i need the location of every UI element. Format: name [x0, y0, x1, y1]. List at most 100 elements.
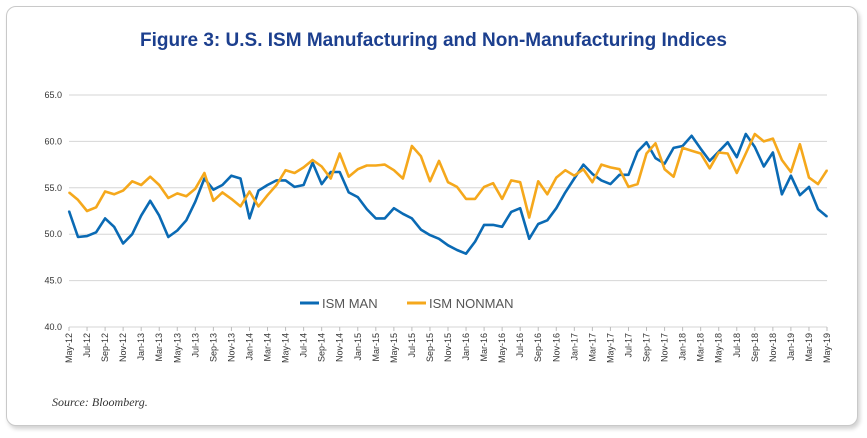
data-point	[546, 219, 549, 222]
data-point	[384, 163, 386, 166]
data-point	[293, 186, 296, 188]
data-point	[600, 163, 603, 166]
data-point	[131, 233, 133, 235]
data-point	[338, 171, 341, 173]
data-point	[726, 141, 729, 144]
x-tick-label: Sep-13	[208, 333, 218, 362]
data-point	[411, 145, 413, 147]
data-point	[537, 223, 540, 225]
data-point	[772, 137, 774, 140]
data-point	[528, 238, 531, 240]
data-point	[311, 159, 314, 161]
data-point	[239, 205, 242, 208]
data-point	[86, 210, 88, 212]
y-tick-label: 55.0	[44, 183, 62, 193]
data-point	[717, 151, 720, 154]
data-point	[438, 160, 440, 162]
data-point	[663, 168, 666, 171]
data-point	[735, 172, 738, 174]
data-point	[808, 186, 810, 188]
data-point	[104, 217, 106, 220]
data-point	[68, 191, 70, 194]
data-point	[393, 169, 395, 171]
data-point	[618, 174, 621, 176]
data-point	[609, 183, 612, 185]
data-point	[582, 168, 585, 171]
data-point	[799, 194, 801, 197]
data-point	[528, 216, 531, 219]
data-point	[681, 145, 684, 147]
data-point	[799, 143, 801, 145]
data-point	[817, 208, 819, 210]
data-point	[781, 193, 783, 196]
data-point	[763, 165, 765, 168]
x-tick-label: May-12	[64, 333, 74, 363]
data-point	[77, 236, 79, 238]
x-tick-label: Nov-17	[660, 333, 670, 362]
data-point	[194, 187, 197, 190]
data-point	[393, 207, 395, 210]
data-point	[402, 212, 404, 215]
data-point	[221, 191, 224, 194]
data-point	[329, 177, 332, 180]
x-tick-label: Jan-19	[786, 333, 796, 361]
data-point	[645, 152, 648, 155]
x-tick-label: Mar-15	[371, 333, 381, 362]
data-point	[447, 244, 449, 247]
data-point	[230, 174, 233, 177]
x-tick-label: Mar-18	[696, 333, 706, 362]
data-point	[501, 198, 503, 200]
x-tick-label: Jan-15	[353, 333, 363, 361]
data-point	[239, 177, 242, 180]
x-tick-label: Nov-18	[768, 333, 778, 362]
data-point	[690, 149, 693, 152]
data-point	[203, 172, 206, 174]
data-point	[808, 176, 810, 179]
data-point	[501, 225, 503, 228]
x-tick-label: Mar-16	[479, 333, 489, 362]
data-point	[492, 224, 494, 226]
data-point	[627, 174, 630, 176]
x-tick-label: Jan-14	[244, 333, 254, 361]
data-point	[708, 160, 711, 162]
data-point	[564, 191, 567, 194]
x-tick-label: Mar-14	[263, 333, 273, 362]
data-point	[384, 217, 386, 220]
data-point	[266, 184, 269, 186]
data-point	[600, 179, 603, 182]
data-point	[744, 152, 747, 155]
data-point	[627, 186, 630, 188]
data-point	[284, 179, 287, 182]
data-point	[221, 184, 224, 186]
data-point	[302, 166, 305, 169]
data-point	[375, 217, 377, 220]
x-tick-label: May-13	[172, 333, 182, 363]
data-point	[591, 173, 594, 175]
chart-frame	[6, 6, 858, 426]
x-tick-label: Sep-12	[100, 333, 110, 362]
data-point	[483, 186, 485, 188]
data-point	[320, 183, 323, 185]
x-tick-label: Sep-18	[750, 333, 760, 362]
legend-label: ISM MAN	[322, 296, 378, 311]
data-point	[564, 169, 567, 171]
x-tick-label: May-17	[605, 333, 615, 363]
data-point	[104, 190, 106, 193]
data-point	[375, 164, 377, 167]
x-tick-label: Jul-15	[407, 333, 417, 358]
data-point	[754, 146, 756, 148]
data-point	[95, 206, 97, 209]
x-tick-label: Sep-16	[533, 333, 543, 362]
data-point	[826, 215, 828, 218]
data-point	[347, 191, 350, 194]
data-point	[726, 152, 729, 155]
data-point	[826, 169, 828, 171]
data-point	[158, 184, 161, 186]
data-point	[636, 150, 639, 153]
data-point	[122, 242, 124, 245]
data-point	[636, 183, 639, 185]
x-tick-label: Jul-14	[299, 333, 309, 358]
data-point	[275, 179, 278, 182]
x-tick-label: May-15	[389, 333, 399, 363]
